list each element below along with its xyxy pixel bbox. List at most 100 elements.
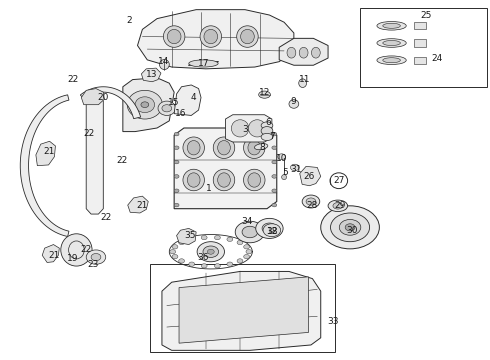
Polygon shape <box>174 85 201 116</box>
Ellipse shape <box>167 30 181 44</box>
Ellipse shape <box>174 189 179 193</box>
Ellipse shape <box>197 242 224 262</box>
Ellipse shape <box>261 127 273 135</box>
Ellipse shape <box>312 47 320 58</box>
Ellipse shape <box>174 203 179 207</box>
Ellipse shape <box>262 223 277 234</box>
Text: 22: 22 <box>68 75 78 84</box>
Ellipse shape <box>263 224 281 237</box>
Polygon shape <box>176 228 196 244</box>
Ellipse shape <box>272 189 277 193</box>
Ellipse shape <box>272 175 277 178</box>
Text: 26: 26 <box>304 172 315 181</box>
Text: 19: 19 <box>67 255 79 264</box>
Polygon shape <box>179 277 309 343</box>
Ellipse shape <box>272 132 277 136</box>
Ellipse shape <box>321 206 379 249</box>
Ellipse shape <box>282 175 287 180</box>
Ellipse shape <box>241 30 254 44</box>
Ellipse shape <box>254 144 268 150</box>
Ellipse shape <box>299 79 307 87</box>
Text: 22: 22 <box>100 213 111 222</box>
Ellipse shape <box>377 39 406 47</box>
Ellipse shape <box>162 105 172 112</box>
Polygon shape <box>128 196 148 213</box>
Polygon shape <box>86 96 103 214</box>
Text: 8: 8 <box>259 143 265 152</box>
Text: 30: 30 <box>347 226 358 235</box>
Bar <box>360 8 487 87</box>
Text: 17: 17 <box>198 59 209 68</box>
Ellipse shape <box>244 255 249 259</box>
Text: 29: 29 <box>335 201 346 210</box>
Polygon shape <box>36 141 55 166</box>
Ellipse shape <box>218 140 230 155</box>
Bar <box>150 264 335 352</box>
Ellipse shape <box>159 59 169 69</box>
Ellipse shape <box>174 160 179 164</box>
Ellipse shape <box>183 137 204 158</box>
Ellipse shape <box>299 47 308 58</box>
Text: 10: 10 <box>276 154 288 163</box>
Text: 32: 32 <box>266 228 277 237</box>
Ellipse shape <box>218 173 230 187</box>
Ellipse shape <box>291 164 299 171</box>
Ellipse shape <box>174 175 179 178</box>
Text: 5: 5 <box>282 168 288 177</box>
Ellipse shape <box>261 134 273 140</box>
Polygon shape <box>42 244 59 262</box>
Ellipse shape <box>200 26 221 47</box>
Ellipse shape <box>278 154 286 159</box>
Ellipse shape <box>272 203 277 207</box>
Ellipse shape <box>227 237 233 242</box>
Ellipse shape <box>272 160 277 164</box>
Ellipse shape <box>267 226 272 230</box>
Ellipse shape <box>135 97 155 113</box>
Ellipse shape <box>331 213 369 242</box>
Polygon shape <box>279 39 328 65</box>
Ellipse shape <box>345 224 355 231</box>
Ellipse shape <box>383 58 400 63</box>
Polygon shape <box>142 68 161 82</box>
Ellipse shape <box>244 245 249 249</box>
Polygon shape <box>225 115 272 142</box>
Bar <box>414 40 426 46</box>
Ellipse shape <box>259 91 270 98</box>
Ellipse shape <box>213 137 235 158</box>
Text: 22: 22 <box>80 246 92 255</box>
Ellipse shape <box>187 173 200 187</box>
Ellipse shape <box>383 23 400 28</box>
Ellipse shape <box>237 259 243 263</box>
Ellipse shape <box>204 30 218 44</box>
Text: 35: 35 <box>185 231 196 240</box>
Text: 7: 7 <box>269 132 275 141</box>
Bar <box>414 57 426 64</box>
Text: 21: 21 <box>43 147 54 156</box>
Ellipse shape <box>306 198 316 205</box>
Polygon shape <box>138 10 294 69</box>
Ellipse shape <box>333 203 343 209</box>
Text: 27: 27 <box>333 176 344 185</box>
Ellipse shape <box>189 262 195 266</box>
Ellipse shape <box>215 235 220 240</box>
Ellipse shape <box>302 195 320 208</box>
Polygon shape <box>123 78 174 132</box>
Ellipse shape <box>231 120 249 137</box>
Ellipse shape <box>158 101 175 116</box>
Ellipse shape <box>91 253 101 261</box>
Ellipse shape <box>237 240 243 245</box>
Polygon shape <box>174 128 277 209</box>
Text: 14: 14 <box>158 57 169 66</box>
Ellipse shape <box>127 90 162 119</box>
Text: 12: 12 <box>259 87 270 96</box>
Text: 11: 11 <box>299 75 310 84</box>
Ellipse shape <box>244 137 265 158</box>
Ellipse shape <box>287 47 296 58</box>
Polygon shape <box>162 271 321 350</box>
Text: 2: 2 <box>126 16 131 25</box>
Text: 18: 18 <box>267 228 279 237</box>
Ellipse shape <box>86 250 106 264</box>
Text: 22: 22 <box>83 129 94 138</box>
Text: 33: 33 <box>327 317 339 326</box>
Text: 1: 1 <box>205 184 211 193</box>
